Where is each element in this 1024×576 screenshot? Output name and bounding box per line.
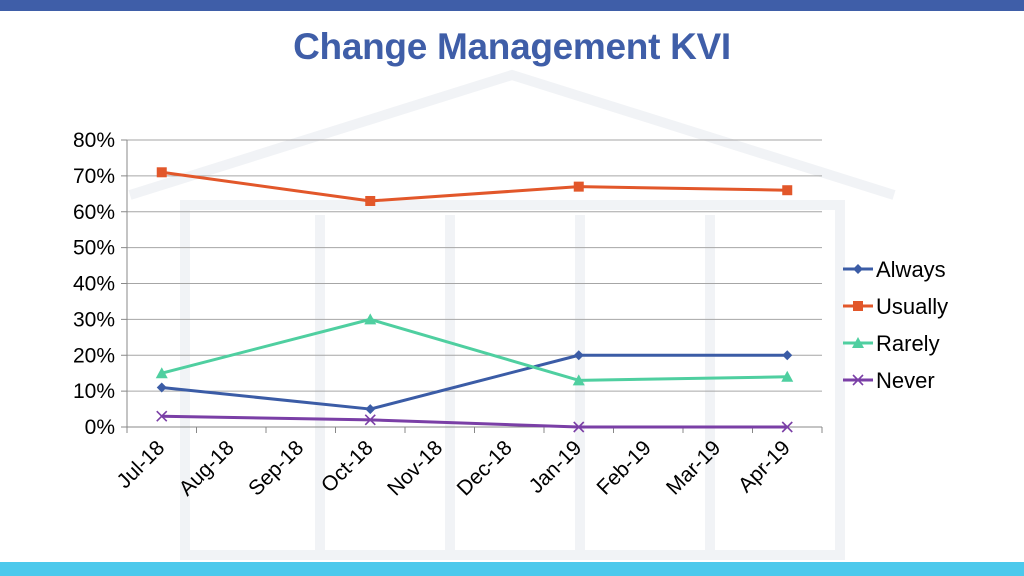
data-point-rarely — [364, 313, 377, 325]
data-point-usually — [573, 181, 584, 192]
y-tick-label: 30% — [73, 308, 115, 331]
data-point-always — [573, 350, 584, 361]
y-tick-label: 50% — [73, 237, 115, 260]
series-lines — [155, 167, 794, 433]
data-point-usually — [156, 167, 167, 178]
legend-item-rarely: Rarely — [843, 331, 940, 356]
series-line-always — [161, 353, 788, 411]
data-point-always — [156, 382, 167, 393]
legend-marker-always — [853, 264, 863, 274]
x-tick-label: Nov-18 — [383, 436, 447, 500]
series-line-rarely — [161, 317, 788, 382]
top-accent-bar — [0, 0, 1024, 11]
x-tick-label: Oct-18 — [317, 436, 378, 497]
y-tick-label: 60% — [73, 201, 115, 224]
y-tick-label: 80% — [73, 129, 115, 152]
legend-item-usually: Usually — [843, 294, 948, 319]
series-line-never — [161, 414, 788, 429]
x-tick-label: Mar-19 — [662, 436, 725, 499]
legend-label-never: Never — [876, 368, 935, 393]
x-tick-label: Sep-18 — [244, 436, 308, 500]
x-tick-label: Apr-19 — [734, 436, 795, 497]
legend-marker-usually — [853, 301, 863, 311]
data-point-never — [156, 410, 168, 422]
page-title: Change Management KVI — [293, 26, 731, 67]
data-point-rarely — [781, 370, 794, 382]
legend-label-rarely: Rarely — [876, 331, 940, 356]
x-tick-label: Jul-18 — [113, 436, 170, 493]
y-tick-label: 40% — [73, 273, 115, 296]
data-point-rarely — [572, 374, 585, 386]
data-point-usually — [365, 195, 376, 206]
data-point-always — [782, 350, 793, 361]
data-point-never — [781, 421, 793, 433]
data-point-rarely — [155, 367, 168, 379]
data-point-always — [365, 404, 376, 415]
x-tick-label: Feb-19 — [592, 436, 655, 499]
legend: Always Usually Rarely Never — [843, 257, 948, 393]
data-point-usually — [782, 185, 793, 196]
legend-item-always: Always — [843, 257, 946, 282]
legend-item-never: Never — [843, 368, 935, 393]
data-point-never — [573, 421, 585, 433]
legend-marker-rarely — [852, 337, 864, 348]
x-tick-label: Aug-18 — [175, 436, 239, 500]
data-point-never — [364, 414, 376, 426]
series-line-usually — [161, 170, 788, 203]
legend-marker-never — [852, 374, 864, 386]
x-tick-label: Jan-19 — [525, 436, 587, 498]
axes: 0% 10% 20% 30% 40% 50% 60% 70% 80% Jul-18 Aug-18 Se… — [73, 129, 823, 500]
bottom-accent-bar — [0, 562, 1024, 576]
x-tick-label: Dec-18 — [453, 436, 517, 500]
legend-label-usually: Usually — [876, 294, 948, 319]
legend-label-always: Always — [876, 257, 946, 282]
y-tick-label: 70% — [73, 165, 115, 188]
y-tick-label: 10% — [73, 380, 115, 403]
y-tick-label: 0% — [85, 416, 115, 439]
y-tick-label: 20% — [73, 344, 115, 367]
gridlines — [127, 139, 822, 392]
